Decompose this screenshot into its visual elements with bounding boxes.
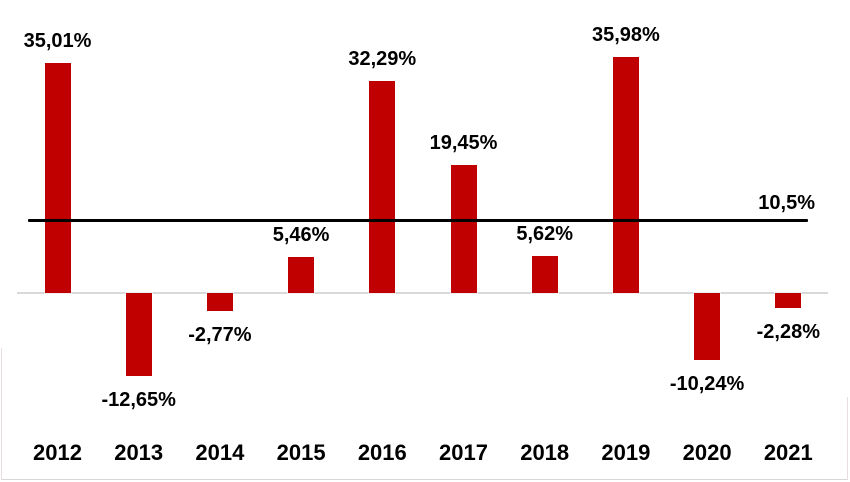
- value-label-2013: -12,65%: [101, 389, 176, 412]
- x-tick-2016: 2016: [357, 440, 407, 465]
- bar-2014: [206, 293, 233, 312]
- value-label-2016: 32,29%: [348, 47, 417, 70]
- x-tick-2018: 2018: [520, 440, 570, 465]
- value-label-2020: -10,24%: [669, 373, 745, 396]
- benchmark-line: [28, 219, 808, 222]
- value-label-2019: 35,98%: [591, 23, 660, 46]
- bar-2017: [450, 165, 477, 293]
- chart-frame-right-edge: [847, 397, 848, 480]
- x-tick-2013: 2013: [114, 440, 164, 465]
- x-tick-2017: 2017: [439, 440, 488, 465]
- bar-2018: [531, 256, 558, 293]
- bar-2019: [612, 56, 639, 293]
- x-tick-2012: 2012: [33, 440, 82, 465]
- chart-frame-bottom-edge: [2, 479, 848, 480]
- value-label-2012: 35,01%: [23, 30, 92, 53]
- bar-2021: [775, 293, 802, 308]
- bar-2020: [694, 293, 721, 361]
- bar-2015: [288, 257, 315, 293]
- zero-axis-line: [17, 292, 828, 294]
- bar-2013: [125, 293, 152, 377]
- x-tick-2020: 2020: [682, 440, 732, 465]
- bar-2016: [369, 80, 396, 293]
- x-tick-2021: 2021: [763, 440, 813, 465]
- value-label-2015: 5,46%: [272, 224, 330, 247]
- chart-frame-left-edge: [1, 348, 2, 480]
- value-label-2021: -2,28%: [756, 320, 820, 343]
- bar-2012: [44, 63, 71, 293]
- value-label-2014: -2,77%: [188, 324, 252, 347]
- benchmark-label: 10,5%: [758, 192, 815, 214]
- x-tick-2015: 2015: [276, 440, 326, 465]
- x-tick-2019: 2019: [601, 440, 651, 465]
- value-label-2018: 5,62%: [516, 223, 574, 246]
- x-tick-2014: 2014: [195, 440, 245, 465]
- value-label-2017: 19,45%: [429, 132, 498, 155]
